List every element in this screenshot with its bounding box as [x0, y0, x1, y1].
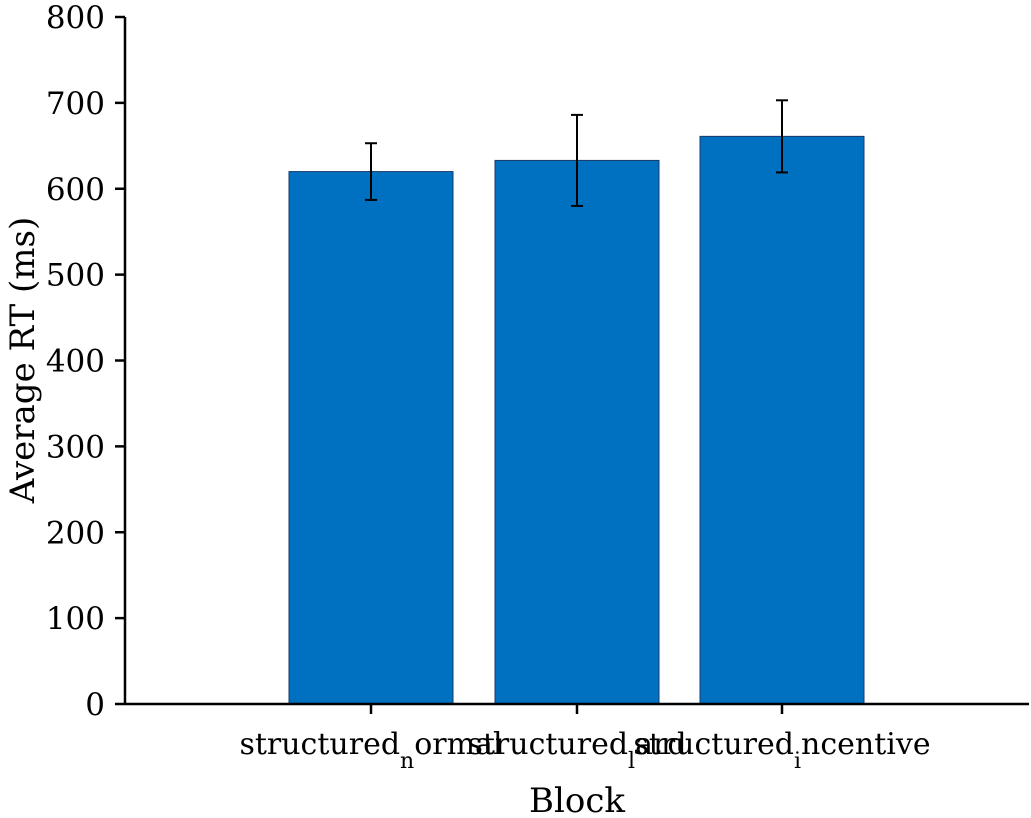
y-axis-title: Average RT (ms): [3, 217, 43, 504]
x-tick-label: structuredlard: [467, 727, 686, 774]
y-tick-label: 300: [46, 429, 105, 465]
y-tick-label: 800: [46, 0, 105, 36]
bar: [699, 135, 865, 705]
x-ticks-layer: structurednormalstructuredlardstructured…: [239, 704, 931, 774]
y-tick-label: 200: [46, 515, 105, 551]
y-tick-label: 500: [46, 258, 105, 294]
x-tick-label: structuredincentive: [633, 727, 930, 774]
bars-layer: [288, 135, 865, 705]
y-tick-label: 100: [46, 601, 105, 637]
y-tick-label: 600: [46, 172, 105, 208]
bar: [494, 159, 660, 705]
bar: [288, 171, 454, 705]
y-tick-label: 0: [85, 687, 105, 723]
x-tick-label: structurednormal: [239, 727, 502, 774]
y-ticks-layer: 0 100 200 300 400 500 600 700 800: [46, 0, 125, 723]
y-tick-label: 700: [46, 86, 105, 122]
x-axis-title: Block: [529, 781, 625, 818]
error-bars-layer: [365, 99, 788, 207]
y-tick-label: 400: [46, 344, 105, 380]
